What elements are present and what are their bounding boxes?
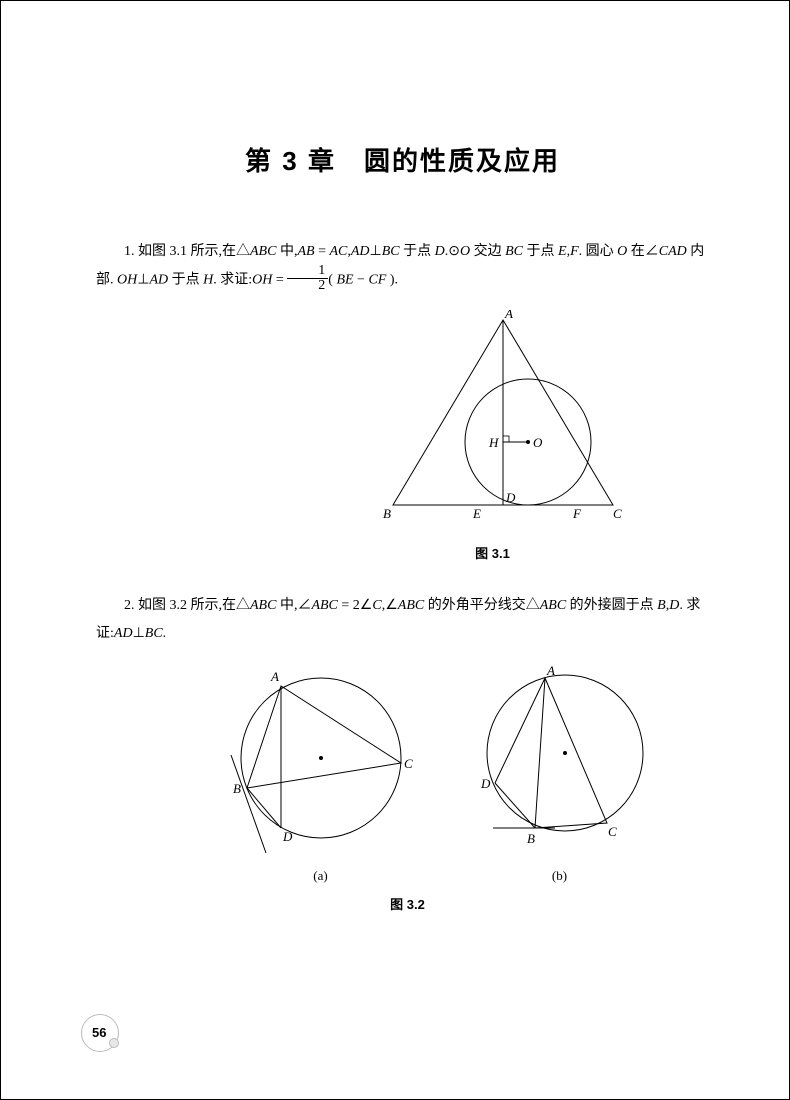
center-dot-b (563, 751, 567, 755)
page-number: 56 (81, 1014, 121, 1054)
text: . 圆心 (579, 244, 618, 259)
label-b-b: B (527, 831, 535, 846)
label-o: O (533, 435, 543, 450)
text: 如图 3.1 所示,在△ (138, 244, 250, 259)
math-symbol: AD (149, 273, 168, 288)
math-symbol: ABC (250, 598, 276, 613)
math-symbol: ABC (398, 598, 424, 613)
chapter-title: 第 3 章 圆的性质及应用 (96, 141, 709, 178)
text: . (395, 273, 399, 288)
figure-3-2b-svg: A B C D (455, 663, 665, 863)
label-c-b: C (608, 824, 617, 839)
text: 的外角平分线交△ (424, 598, 540, 613)
text: 在∠ (627, 244, 659, 259)
problem-number: 2. (124, 598, 135, 613)
math-symbol: F (570, 244, 579, 259)
math-symbol: H (203, 273, 213, 288)
center-dot-a (319, 756, 323, 760)
math-symbol: CAD (659, 244, 687, 259)
text: 中, (276, 244, 297, 259)
label-d-a: D (282, 829, 293, 844)
math-symbol: CF (368, 273, 386, 288)
triangle-abc-b (535, 678, 607, 828)
text: 如图 3.2 所示,在△ (138, 598, 250, 613)
math-symbol: OH (117, 273, 137, 288)
page-number-text: 56 (92, 1025, 106, 1040)
equals: = (272, 273, 287, 288)
math-symbol: AD (114, 626, 133, 641)
perp: ⊥ (370, 244, 382, 259)
math-symbol: BE (336, 273, 353, 288)
problem-1: 1. 如图 3.1 所示,在△ABC 中,AB = AC,AD⊥BC 于点 D.… (96, 238, 709, 295)
text: 的外接圆于点 (566, 598, 657, 613)
line-ad-b (495, 678, 545, 783)
label-a-a: A (270, 669, 279, 684)
math-symbol: ABC (250, 244, 276, 259)
problem-number: 1. (124, 244, 135, 259)
perp: ⊥ (133, 626, 145, 641)
line-bd-a (247, 788, 281, 828)
math-symbol: D (669, 598, 679, 613)
numerator: 1 (287, 264, 328, 279)
text: .⊙ (445, 244, 460, 259)
math-symbol: D (435, 244, 445, 259)
figure-3-1-label: 图 3.1 (306, 543, 709, 562)
figure-3-2b-sublabel: (b) (455, 868, 665, 884)
label-c: C (613, 506, 622, 521)
math-symbol: BC (145, 626, 163, 641)
label-f: F (572, 506, 582, 521)
problem-2: 2. 如图 3.2 所示,在△ABC 中,∠ABC = 2∠C,∠ABC 的外角… (96, 592, 709, 648)
text: 于点 (523, 244, 558, 259)
figure-3-1-svg: A B C D E F H O (373, 310, 643, 530)
math-symbol: O (617, 244, 627, 259)
figure-3-2: A B C D (a) A B C D (96, 663, 709, 913)
text: 中,∠ (276, 598, 311, 613)
text: . 求证: (213, 273, 252, 288)
math-symbol: BC (382, 244, 400, 259)
math-symbol: ABC (311, 598, 337, 613)
label-b: B (383, 506, 391, 521)
math-symbol: E (558, 244, 567, 259)
math-symbol: AD (351, 244, 370, 259)
figure-3-2a-svg: A B C D (211, 663, 431, 863)
figure-3-1: A B C D E F H O 图 3.1 (96, 310, 709, 562)
label-e: E (472, 506, 481, 521)
math-symbol: BC (505, 244, 523, 259)
perp: ⊥ (137, 273, 149, 288)
math-symbol: OH (252, 273, 272, 288)
line-bd-b (495, 783, 535, 828)
label-d-b: D (480, 776, 491, 791)
label-a: A (504, 310, 513, 321)
right-angle-h (503, 436, 509, 442)
math-symbol: C (372, 598, 381, 613)
text: 于点 (400, 244, 435, 259)
text: ,∠ (382, 598, 398, 613)
math-symbol: ABC (540, 598, 566, 613)
math-symbol: O (460, 244, 470, 259)
label-c-a: C (404, 756, 413, 771)
point-o-dot (526, 440, 530, 444)
text: 于点 (168, 273, 203, 288)
minus: − (354, 273, 369, 288)
figure-3-2-label: 图 3.2 (166, 894, 709, 913)
figure-3-2a-sublabel: (a) (211, 868, 431, 884)
label-b-a: B (233, 781, 241, 796)
denominator: 2 (287, 279, 328, 293)
text: = 2∠ (338, 598, 372, 613)
label-d: D (505, 490, 516, 505)
math-symbol: AB (297, 244, 314, 259)
text: . (163, 626, 167, 641)
label-a-b: A (546, 663, 555, 678)
fraction: 12 (287, 264, 328, 293)
equals: = (315, 244, 330, 259)
text: 交边 (470, 244, 505, 259)
math-symbol: B (657, 598, 666, 613)
paren: ) (386, 273, 394, 288)
label-h: H (488, 435, 499, 450)
math-symbol: AC (329, 244, 347, 259)
